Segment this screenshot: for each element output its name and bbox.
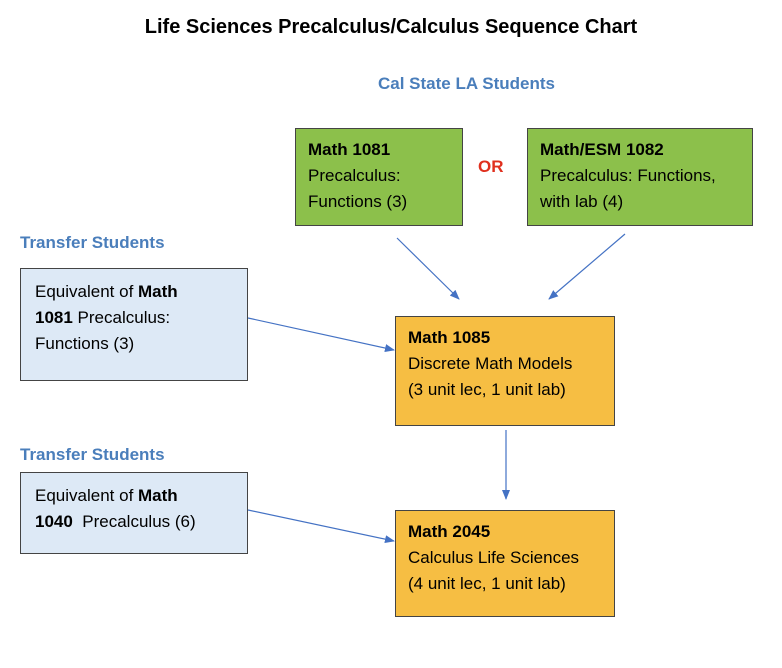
cal-state-label: Cal State LA Students — [378, 74, 555, 93]
arrow-transfer1081-to-1085 — [247, 317, 395, 352]
math-1081-line1: Precalculus: — [308, 166, 401, 185]
transfer-1040-line2: 1040 Precalculus (6) — [35, 512, 196, 531]
math-1085-code: Math 1085 — [408, 328, 491, 347]
math-1081-line2: Functions (3) — [308, 192, 408, 211]
math-1085-line1: Discrete Math Models — [408, 354, 573, 373]
math-1081-box: Math 1081 Precalculus: Functions (3) — [295, 128, 463, 226]
math-1082-box: Math/ESM 1082 Precalculus: Functions, wi… — [527, 128, 753, 226]
math-1082-code: Math/ESM 1082 — [540, 140, 664, 159]
math-1085-box: Math 1085 Discrete Math Models (3 unit l… — [395, 316, 615, 426]
transfer-1040-box: Equivalent of Math 1040 Precalculus (6) — [20, 472, 248, 554]
transfer-1081-line2: 1081 Precalculus: — [35, 308, 171, 327]
transfer-students-label-2: Transfer Students — [20, 445, 165, 464]
transfer-1081-line1: Equivalent of Math — [35, 282, 178, 301]
math-1081-code: Math 1081 — [308, 140, 391, 159]
transfer-students-label-1: Transfer Students — [20, 233, 165, 252]
or-label: OR — [478, 157, 504, 176]
transfer-1081-line3: Functions (3) — [35, 334, 135, 353]
math-2045-box: Math 2045 Calculus Life Sciences (4 unit… — [395, 510, 615, 617]
math-1082-line2: with lab (4) — [540, 192, 624, 211]
arrow-1082-to-1085 — [548, 233, 626, 300]
math-2045-code: Math 2045 — [408, 522, 491, 541]
arrow-transfer1040-to-2045 — [247, 509, 395, 544]
math-1082-line1: Precalculus: Functions, — [540, 166, 716, 185]
transfer-1081-box: Equivalent of Math 1081 Precalculus: Fun… — [20, 268, 248, 381]
chart-title: Life Sciences Precalculus/Calculus Seque… — [144, 16, 638, 38]
math-1085-line2: (3 unit lec, 1 unit lab) — [408, 380, 566, 399]
transfer-1040-line1: Equivalent of Math — [35, 486, 178, 505]
math-2045-line1: Calculus Life Sciences — [408, 548, 580, 567]
arrow-1081-to-1085 — [396, 237, 460, 300]
math-2045-line2: (4 unit lec, 1 unit lab) — [408, 574, 566, 593]
